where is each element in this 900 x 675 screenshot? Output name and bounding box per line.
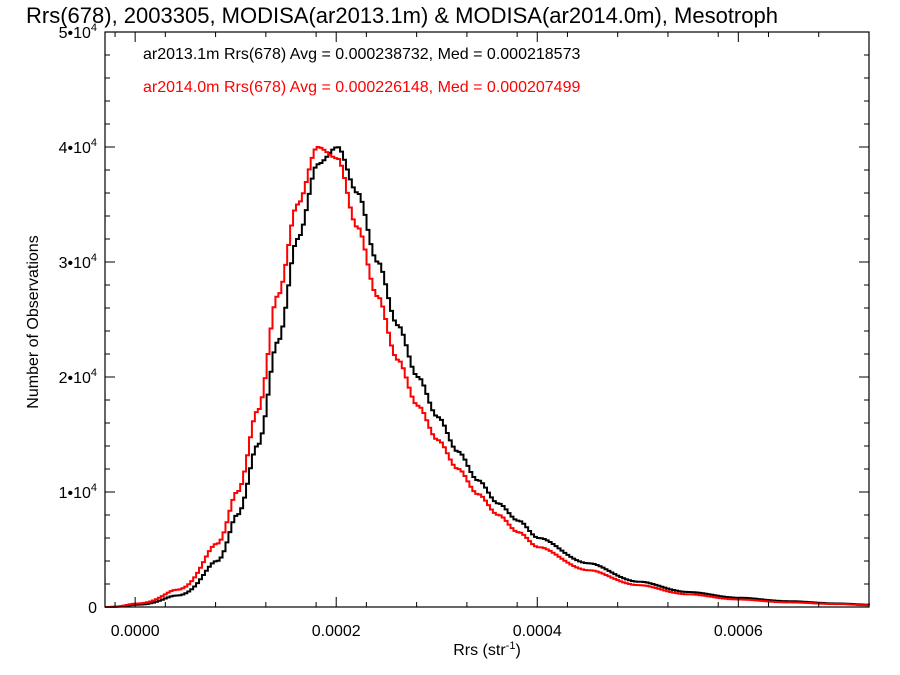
x-axis-label-close: ) [515, 642, 520, 659]
series-layer [105, 146, 870, 608]
y-tick-label: 4•104 [59, 137, 97, 157]
series-line-ar2014-0m [105, 146, 870, 608]
y-tick-label: 0 [88, 600, 97, 617]
legend-stats-ar2014: ar2014.0m Rrs(678) Avg = 0.000226148, Me… [143, 79, 580, 96]
chart-title: Rrs(678), 2003305, MODISA(ar2013.1m) & M… [26, 3, 778, 28]
y-tick-label: 1•104 [59, 482, 97, 502]
x-axis-label-exponent: -1 [506, 640, 516, 652]
plot-area: 0.0000 0.0002 0.0004 0.0006 0 1•104 2•104 3•104… [59, 22, 870, 640]
legend: ar2013.1m Rrs(678) Avg = 0.000238732, Me… [143, 46, 580, 96]
x-tick-label: 0.0002 [312, 623, 361, 640]
x-axis-label: Rrs (str-1) [453, 640, 521, 659]
y-tick-label: 3•104 [59, 252, 97, 272]
y-tick-label: 5•104 [59, 22, 97, 42]
y-axis-label: Number of Observations [25, 235, 42, 408]
ticks-layer: 0.0000 0.0002 0.0004 0.0006 0 1•104 2•104 3•104… [59, 22, 869, 640]
x-axis-label-text: Rrs (str [453, 642, 506, 659]
x-tick-label: 0.0000 [111, 623, 160, 640]
x-tick-label: 0.0006 [714, 623, 763, 640]
plot-frame [104, 31, 870, 608]
y-tick-label: 2•104 [59, 367, 97, 387]
x-tick-label: 0.0004 [513, 623, 562, 640]
series-line-ar2013-1m [105, 146, 870, 608]
legend-stats-ar2013: ar2013.1m Rrs(678) Avg = 0.000238732, Me… [143, 46, 580, 63]
